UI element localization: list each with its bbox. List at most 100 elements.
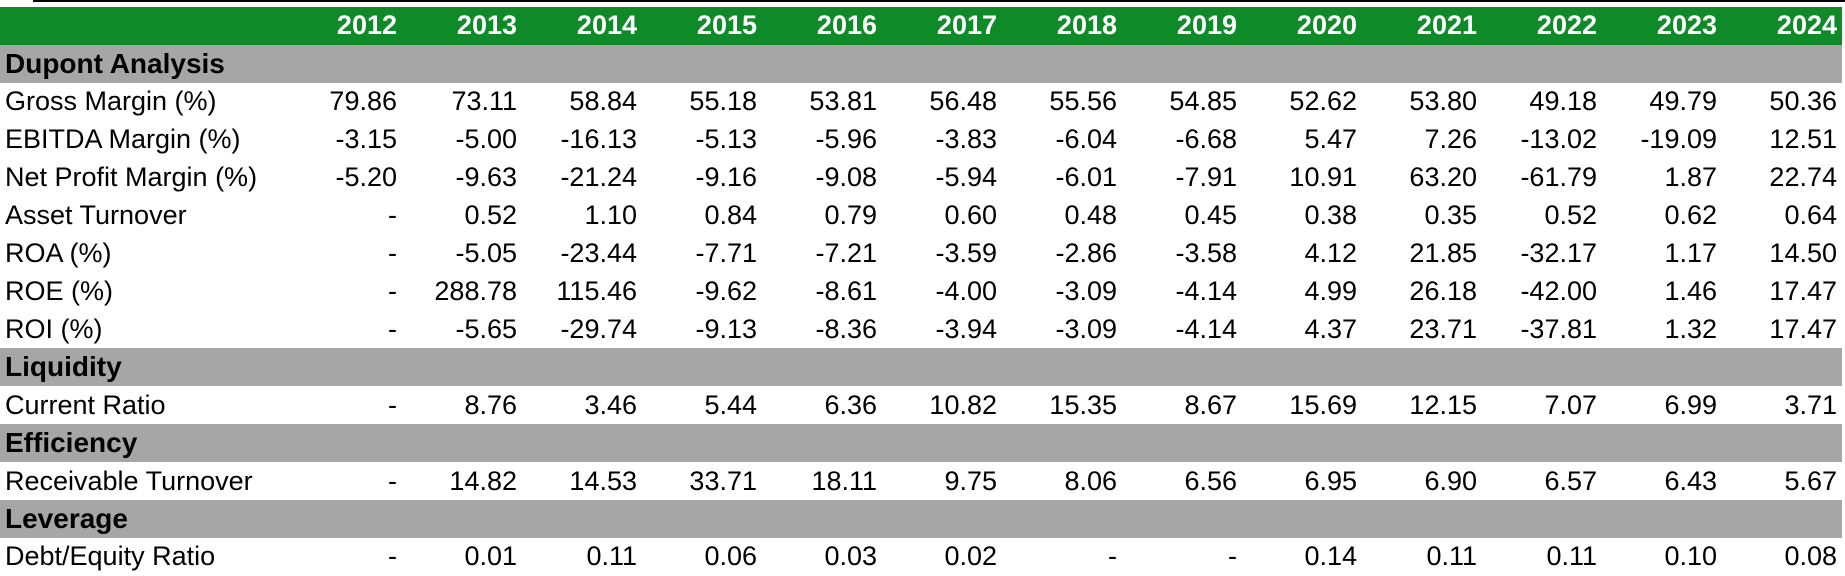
data-row: ROE (%) - 288.78 115.46 -9.62 -8.61 -4.00 -3.09… [0, 272, 1845, 310]
value-cell: -29.74 [560, 313, 637, 344]
value-cell: 0.06 [704, 541, 757, 572]
value-cell: 79.86 [329, 86, 397, 117]
value-cell: -9.08 [815, 162, 877, 193]
row-label: Debt/Equity Ratio [5, 541, 216, 572]
right-edge-gap [1842, 2, 1845, 576]
value-cell: -9.13 [695, 313, 757, 344]
value-cell: 63.20 [1409, 162, 1477, 193]
value-cell: - [388, 200, 397, 231]
value-cell: 33.71 [689, 465, 757, 496]
row-label: Asset Turnover [5, 200, 187, 231]
value-cell: 9.75 [944, 465, 997, 496]
value-cell: 55.18 [689, 86, 757, 117]
year-header: 2022 [1536, 10, 1597, 41]
value-cell: 52.62 [1289, 86, 1357, 117]
value-cell: 5.44 [704, 389, 757, 420]
value-cell: - [388, 237, 397, 268]
value-cell: 53.80 [1409, 86, 1477, 117]
value-cell: 4.37 [1304, 313, 1357, 344]
value-cell: -16.13 [560, 124, 637, 155]
row-label: ROI (%) [5, 313, 103, 344]
data-row: EBITDA Margin (%) -3.15 -5.00 -16.13 -5.13 -5… [0, 121, 1845, 159]
value-cell: 10.91 [1289, 162, 1357, 193]
year-header: 2017 [936, 10, 997, 41]
value-cell: 0.52 [464, 200, 517, 231]
row-label: Gross Margin (%) [5, 86, 217, 117]
value-cell: 5.47 [1304, 124, 1357, 155]
data-row: Asset Turnover - 0.52 1.10 0.84 0.79 0.60 0.48 0… [0, 197, 1845, 235]
value-cell: 6.57 [1544, 465, 1597, 496]
value-cell: - [1228, 541, 1237, 572]
value-cell: 4.12 [1304, 237, 1357, 268]
value-cell: -3.15 [335, 124, 397, 155]
value-cell: -4.14 [1175, 275, 1237, 306]
year-header: 2012 [336, 10, 397, 41]
value-cell: -3.83 [935, 124, 997, 155]
year-header: 2016 [816, 10, 877, 41]
value-cell: -3.09 [1055, 275, 1117, 306]
year-header: 2019 [1176, 10, 1237, 41]
data-row: Receivable Turnover - 14.82 14.53 33.71 18.11… [0, 462, 1845, 500]
year-header: 2013 [456, 10, 517, 41]
value-cell: - [388, 275, 397, 306]
value-cell: 53.81 [809, 86, 877, 117]
value-cell: -5.96 [815, 124, 877, 155]
data-row: ROA (%) - -5.05 -23.44 -7.71 -7.21 -3.59 -2.86 -… [0, 235, 1845, 273]
value-cell: 17.47 [1769, 313, 1837, 344]
value-cell: 6.56 [1184, 465, 1237, 496]
value-cell: 3.46 [584, 389, 637, 420]
value-cell: 18.11 [811, 465, 877, 496]
section-title: Liquidity [5, 351, 122, 383]
data-row: Gross Margin (%) 79.86 73.11 58.84 55.18 53.8… [0, 83, 1845, 121]
year-header: 2020 [1296, 10, 1357, 41]
value-cell: 55.56 [1049, 86, 1117, 117]
value-cell: -5.65 [455, 313, 517, 344]
value-cell: -6.01 [1055, 162, 1117, 193]
value-cell: -5.13 [695, 124, 757, 155]
section-header-row: Liquidity [0, 348, 1845, 387]
row-label: Receivable Turnover [5, 465, 253, 496]
value-cell: -7.71 [695, 237, 757, 268]
value-cell: 14.82 [449, 465, 517, 496]
value-cell: 1.87 [1664, 162, 1717, 193]
value-cell: -19.09 [1640, 124, 1717, 155]
value-cell: 17.47 [1769, 275, 1837, 306]
value-cell: -5.00 [455, 124, 517, 155]
value-cell: 0.03 [824, 541, 877, 572]
value-cell: - [388, 313, 397, 344]
value-cell: 0.52 [1544, 200, 1597, 231]
year-header-row: 2012 2013 2014 2015 2016 2017 2018 2019 2020 2021… [0, 7, 1845, 45]
value-cell: 73.11 [451, 86, 517, 117]
data-row: Net Profit Margin (%) -5.20 -9.63 -21.24 -9.… [0, 159, 1845, 197]
value-cell: 6.43 [1664, 465, 1717, 496]
value-cell: 0.64 [1784, 200, 1837, 231]
value-cell: 0.02 [944, 541, 997, 572]
value-cell: 0.11 [1426, 541, 1477, 572]
value-cell: -23.44 [560, 237, 637, 268]
value-cell: -4.14 [1175, 313, 1237, 344]
ratios-table: 2012 2013 2014 2015 2016 2017 2018 2019 2020 2021… [0, 7, 1845, 576]
value-cell: -7.21 [815, 237, 877, 268]
year-header: 2024 [1776, 10, 1837, 41]
value-cell: 0.01 [464, 541, 517, 572]
value-cell: 0.11 [586, 541, 637, 572]
value-cell: -9.16 [695, 162, 757, 193]
section-header-row: Dupont Analysis [0, 44, 1845, 83]
value-cell: 58.84 [569, 86, 637, 117]
value-cell: 1.32 [1664, 313, 1717, 344]
value-cell: 3.71 [1784, 389, 1837, 420]
value-cell: 1.17 [1664, 237, 1717, 268]
value-cell: 10.82 [929, 389, 997, 420]
value-cell: 15.35 [1049, 389, 1117, 420]
value-cell: -21.24 [560, 162, 637, 193]
value-cell: 4.99 [1304, 275, 1357, 306]
value-cell: -9.62 [695, 275, 757, 306]
value-cell: -2.86 [1055, 237, 1117, 268]
value-cell: -7.91 [1175, 162, 1237, 193]
value-cell: 6.36 [824, 389, 877, 420]
value-cell: 288.78 [434, 275, 517, 306]
value-cell: 1.46 [1664, 275, 1717, 306]
value-cell: 0.08 [1784, 541, 1837, 572]
value-cell: 49.79 [1649, 86, 1717, 117]
